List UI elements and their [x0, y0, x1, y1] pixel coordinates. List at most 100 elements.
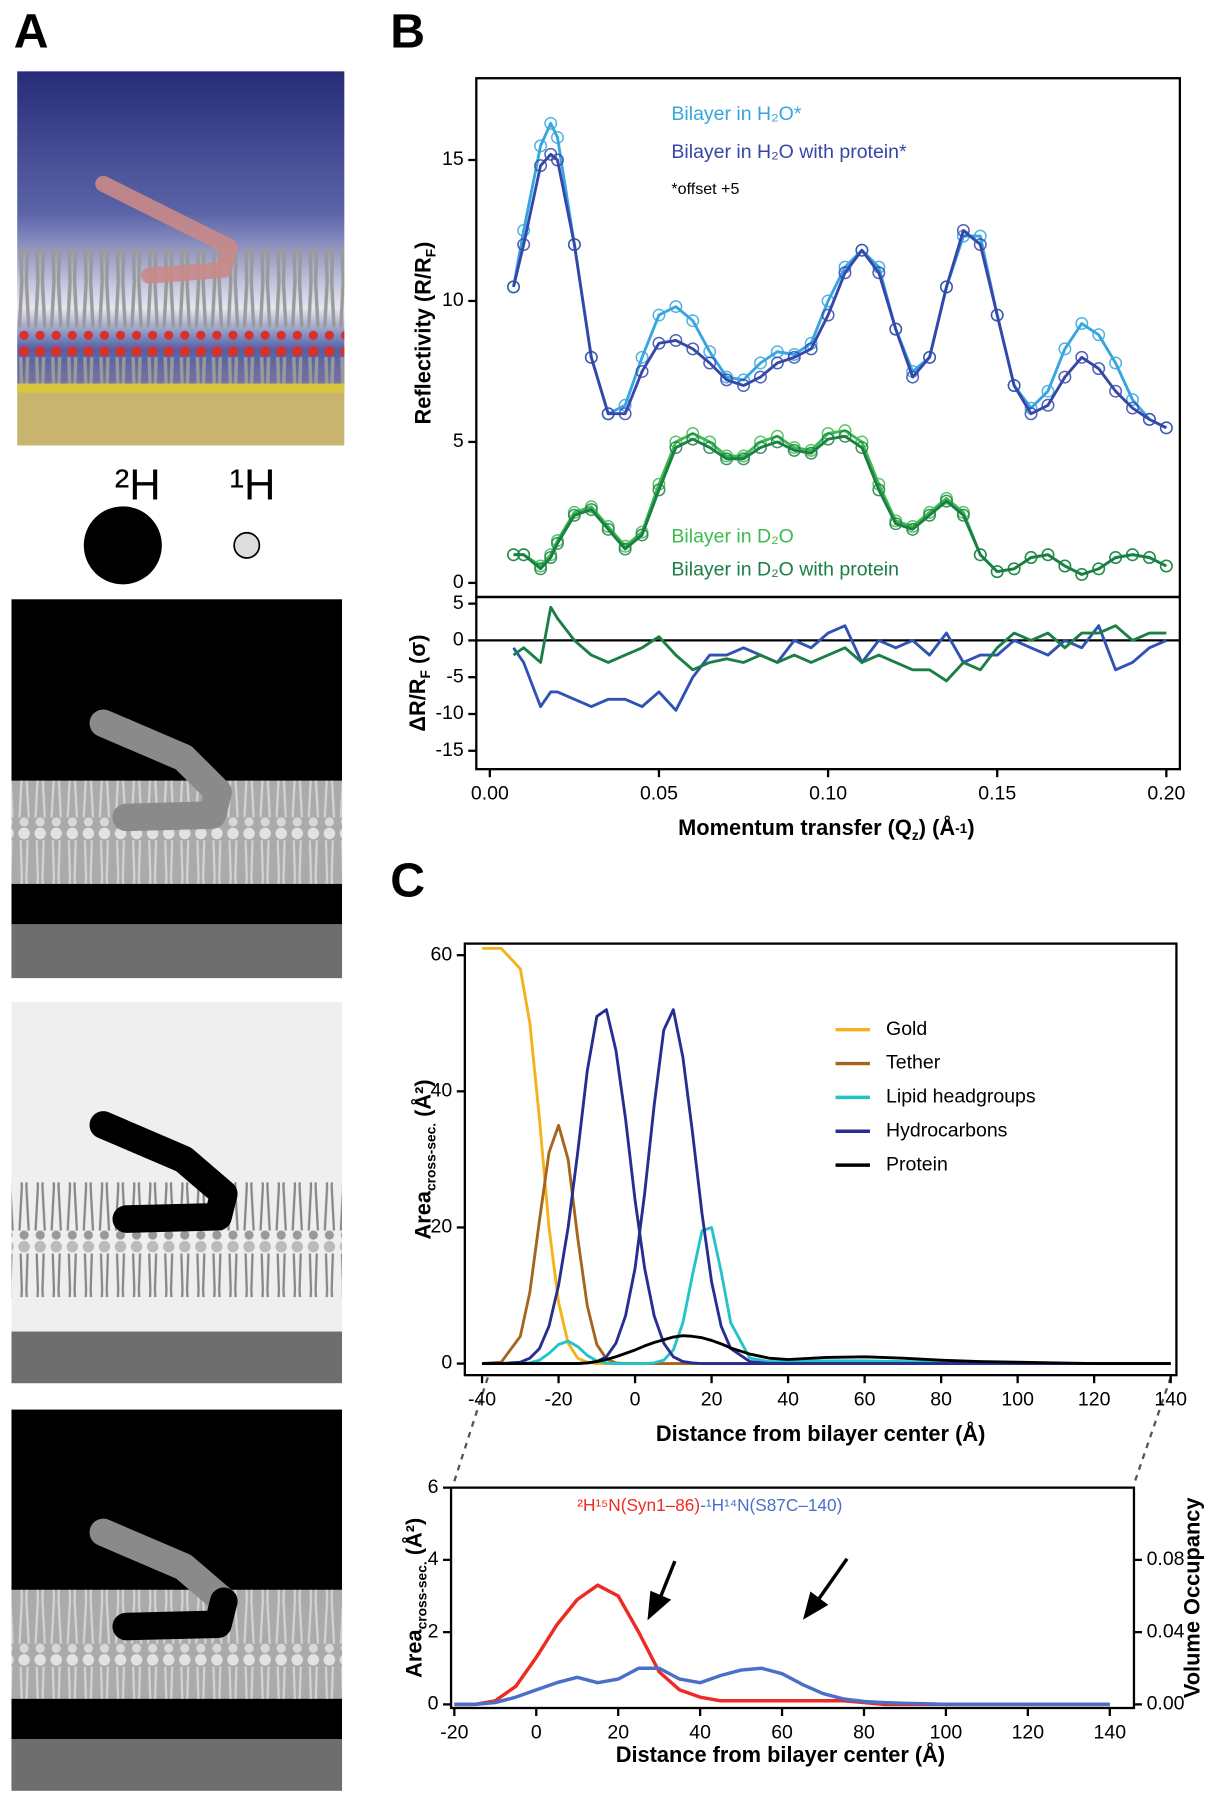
data-point — [686, 342, 700, 356]
axis-label-part: F — [424, 249, 439, 257]
isotope-label: ²H — [115, 461, 161, 509]
contrast-image — [11, 1002, 343, 1384]
data-point — [669, 300, 683, 314]
axis-label: Distance from bilayer center (Å) — [616, 1741, 945, 1767]
data-point — [1092, 562, 1106, 576]
data-point — [889, 322, 903, 336]
data-point — [939, 494, 953, 508]
axis-label-part: (Å²) — [400, 1518, 426, 1562]
y-tick-label: 20 — [431, 1216, 453, 1238]
x-tick-label: -40 — [468, 1389, 496, 1411]
data-point — [1024, 407, 1038, 421]
data-point — [770, 356, 784, 370]
data-point — [534, 562, 548, 576]
isotope-circle — [83, 506, 162, 585]
x-tick-label: 20 — [607, 1721, 629, 1743]
zoom-connector — [1132, 1377, 1172, 1485]
y2-tick-label: 0.04 — [1147, 1620, 1185, 1642]
data-point — [544, 551, 558, 565]
data-point — [770, 435, 784, 449]
series-line — [454, 1583, 1110, 1707]
axis-label-part: Reflectivity (R/R — [410, 257, 435, 424]
series-name: -¹H¹⁴N(S87C–140) — [700, 1495, 842, 1515]
data-point — [1126, 401, 1139, 415]
axis-label-part: -1 — [955, 820, 968, 835]
x-tick-label: 80 — [930, 1389, 952, 1411]
axis-label-part: cross-sec. — [415, 1561, 430, 1629]
series-name: ²H¹⁵N(Syn1–86) — [577, 1495, 700, 1515]
data-point — [601, 522, 615, 536]
annotation: *offset +5 — [671, 180, 739, 198]
series-line — [454, 1666, 1110, 1707]
series-line — [482, 1008, 1171, 1366]
data-point — [956, 223, 970, 237]
data-point — [652, 308, 666, 322]
legend-label: Bilayer in D₂O — [671, 525, 793, 547]
axis-label-part: Area — [401, 1629, 426, 1678]
data-point — [686, 432, 700, 446]
x-tick-label: 120 — [1078, 1389, 1111, 1411]
y2-tick-label: 0.08 — [1147, 1548, 1185, 1570]
y-tick-label: 15 — [442, 148, 464, 170]
data-point — [1109, 356, 1123, 370]
y-tick-label: 0 — [441, 1352, 452, 1374]
data-point — [635, 350, 649, 364]
data-point — [1109, 384, 1123, 398]
axis-label-part: cross-sec. — [424, 1123, 439, 1191]
series-line — [512, 152, 1167, 430]
data-point — [872, 483, 886, 497]
data-point — [1075, 317, 1089, 331]
data-point — [703, 441, 717, 455]
plot-frame — [449, 1486, 1136, 1710]
data-point — [821, 308, 835, 322]
axis-label: Reflectivity (R/RF) — [410, 242, 438, 425]
axis-label-part: ) (Å — [919, 814, 956, 840]
isotope-label: ¹H — [230, 461, 276, 509]
legend-label: Lipid headgroups — [886, 1086, 1036, 1108]
axis-label-part: ΔR/R — [405, 678, 430, 731]
data-point — [855, 243, 869, 257]
data-point — [1126, 393, 1139, 407]
data-point — [1159, 421, 1173, 435]
y2-tick-label: 0.00 — [1147, 1693, 1185, 1715]
y-tick-label: -15 — [435, 739, 463, 761]
axis-label-part: Area — [410, 1190, 435, 1239]
y-tick-label: 2 — [428, 1620, 439, 1642]
y-tick-label: -5 — [446, 665, 463, 687]
x-tick-label: 60 — [854, 1389, 876, 1411]
zoom-connector — [452, 1377, 489, 1485]
y-tick-label: 5 — [453, 430, 464, 452]
data-point — [973, 548, 987, 562]
axis-label-part: Volume Occupancy — [1179, 1497, 1204, 1698]
data-point — [669, 441, 683, 455]
legend-label: Gold — [886, 1018, 927, 1040]
axis-label-part: F — [418, 670, 433, 678]
series-annotation: ²H¹⁵N(Syn1–86)-¹H¹⁴N(S87C–140) — [577, 1495, 842, 1515]
data-point — [1075, 350, 1089, 364]
x-tick-label: 80 — [853, 1721, 875, 1743]
axis-label-part: (σ) — [405, 635, 430, 670]
data-point — [787, 350, 801, 364]
data-point — [1058, 342, 1072, 356]
data-point — [1041, 384, 1055, 398]
legend-label: Tether — [886, 1052, 941, 1074]
data-point — [618, 542, 632, 556]
data-point — [544, 116, 558, 130]
data-point — [635, 528, 649, 542]
axis-label-part: ) — [410, 242, 435, 249]
y-tick-label: 4 — [428, 1548, 439, 1570]
isotope-circle — [233, 531, 261, 559]
x-tick-label: 0.15 — [978, 783, 1016, 805]
axis-label-part: (Å²) — [409, 1079, 435, 1123]
x-tick-label: 0.00 — [471, 783, 509, 805]
data-point — [753, 370, 767, 384]
data-point — [753, 441, 767, 455]
axis-label-part: Momentum transfer (Q — [678, 815, 912, 840]
x-tick-label: -20 — [544, 1389, 572, 1411]
legend-label: Bilayer in D₂O with protein — [671, 559, 899, 581]
axis-label-part: Distance from bilayer center (Å) — [616, 1741, 945, 1767]
panel-label: B — [390, 4, 425, 58]
axis-label-part: z — [912, 828, 919, 843]
data-point — [1159, 559, 1173, 573]
